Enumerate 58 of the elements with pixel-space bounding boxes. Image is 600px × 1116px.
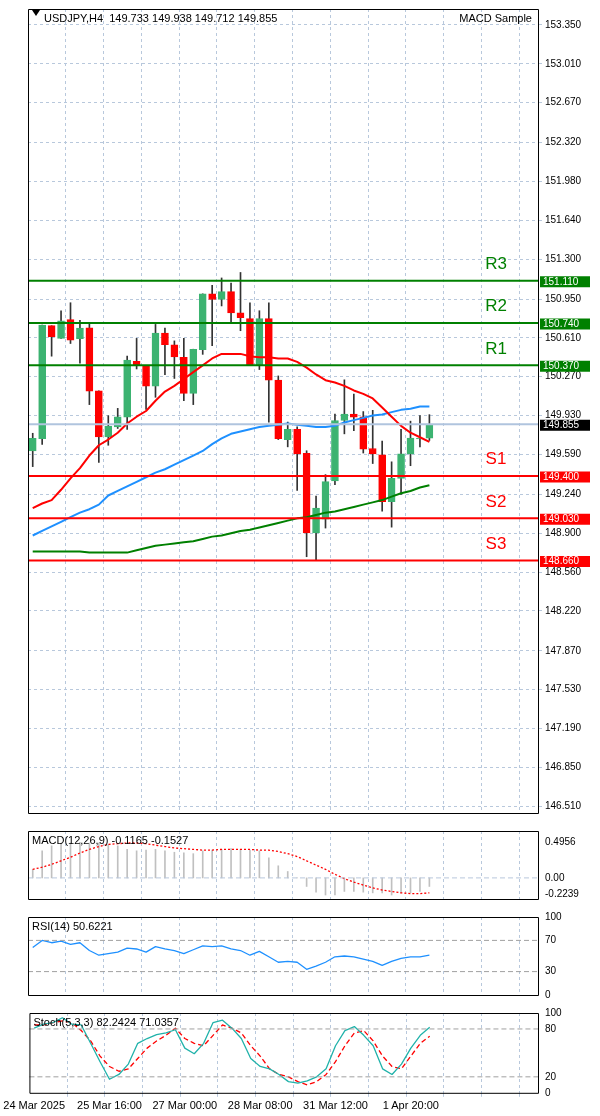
- y-tick-label: 151.980: [545, 175, 582, 187]
- x-tick-label: 24 Mar 2025: [3, 1099, 66, 1112]
- ref-line-label: S2: [485, 491, 507, 511]
- y-tick-label: 0.00: [545, 871, 565, 883]
- y-tick-label: 152.670: [545, 96, 582, 108]
- y-tick-label: 148.900: [545, 526, 582, 538]
- y-tick-label: 153.350: [545, 18, 582, 30]
- y-tick-label: 147.190: [545, 722, 582, 734]
- y-tick-label: 0: [545, 988, 551, 1000]
- y-tick-label: 150.950: [545, 292, 582, 304]
- y-tick-label: 149.930: [545, 409, 582, 421]
- x-tick-label: 25 Mar 16:00: [77, 1099, 142, 1112]
- text: 149.400: [543, 470, 580, 482]
- y-tick-label: 150.270: [545, 370, 582, 382]
- candlestick: [368, 409, 377, 464]
- annotation: MACD Sample: [459, 11, 532, 24]
- chart-title: RSI(14) 50.6221: [32, 919, 113, 932]
- candlestick: [208, 284, 216, 347]
- y-tick-label: 150.610: [545, 331, 582, 343]
- y-tick-label: 149.240: [545, 488, 582, 500]
- x-tick-label: 31 Mar 12:00: [303, 1099, 368, 1112]
- y-tick-label: 151.640: [545, 214, 582, 226]
- text: 150.740: [543, 317, 580, 329]
- chart-title: MACD(12,26,9) -0.1165 -0.1527: [32, 833, 189, 846]
- y-tick-label: 147.870: [545, 644, 582, 656]
- ref-line-label: R2: [485, 296, 507, 316]
- y-tick-label: 151.300: [545, 252, 582, 264]
- text: 151.110: [543, 275, 579, 287]
- text: 148.660: [543, 555, 580, 567]
- text: 150.370: [543, 360, 580, 372]
- y-tick-label: -0.2239: [545, 887, 580, 899]
- y-tick-label: 148.220: [545, 604, 582, 616]
- candlestick: [350, 393, 358, 431]
- chart-title: USDJPY,H4 149.733 149.938 149.712 149.855: [44, 11, 278, 24]
- y-tick-label: 147.530: [545, 683, 582, 695]
- y-tick-label: 0.4956: [545, 836, 577, 848]
- text: 149.030: [543, 513, 580, 525]
- ref-line-label: R3: [485, 253, 507, 273]
- y-tick-label: 70: [545, 934, 557, 946]
- ref-line-label: S3: [485, 533, 507, 553]
- text: 149.855: [543, 418, 580, 430]
- y-tick-label: 0: [545, 1086, 551, 1098]
- y-tick-label: 148.560: [545, 565, 582, 577]
- y-tick-label: 80: [545, 1022, 557, 1034]
- x-tick-label: 28 Mar 08:00: [227, 1099, 293, 1112]
- y-tick-label: 149.590: [545, 448, 582, 460]
- y-tick-label: 152.320: [545, 136, 582, 148]
- y-tick-label: 100: [545, 1006, 563, 1018]
- y-tick-label: 30: [545, 965, 557, 977]
- y-tick-label: 146.850: [545, 761, 582, 773]
- y-tick-label: 100: [545, 910, 563, 922]
- y-tick-label: 153.010: [545, 57, 582, 69]
- y-tick-label: 146.510: [545, 799, 582, 811]
- x-tick-label: 1 Apr 20:00: [382, 1099, 439, 1112]
- x-tick-label: 27 Mar 00:00: [152, 1099, 218, 1112]
- y-tick-label: 20: [545, 1070, 557, 1082]
- ref-line-label: R1: [485, 338, 507, 358]
- ref-line-label: S1: [485, 449, 507, 469]
